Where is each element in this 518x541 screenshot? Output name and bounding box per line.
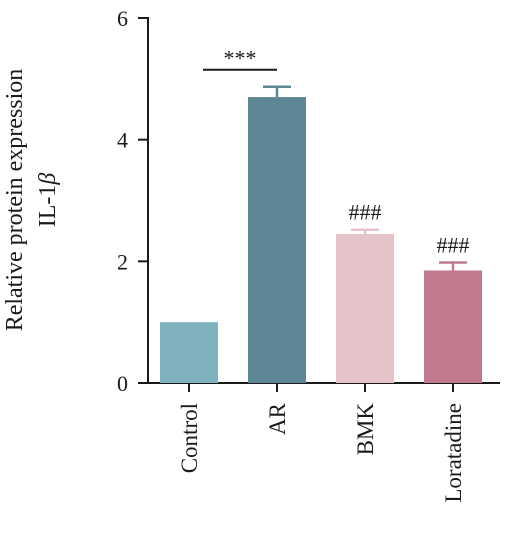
y-tick-label: 6 (117, 6, 128, 31)
y-axis-ticks: 0 2 4 6 (117, 6, 148, 396)
x-tick-label-ar: AR (265, 402, 290, 435)
significance-label-bmk: ### (349, 200, 382, 225)
y-axis-label-line2: IL-1β (35, 173, 61, 228)
bar-ar (248, 97, 306, 383)
significance-label-ar: *** (224, 46, 257, 71)
x-tick-label-loratadine: Loratadine (441, 403, 466, 503)
bars: Control AR BMK Loratadine (160, 85, 482, 503)
x-tick-label-control: Control (177, 403, 202, 473)
bar-control (160, 322, 218, 383)
y-tick-label: 2 (117, 249, 128, 274)
y-tick-label: 4 (117, 128, 128, 153)
bar-bmk (336, 233, 394, 383)
annotations: *** ### ### (203, 46, 470, 258)
y-axis-label-line1: Relative protein expression (2, 69, 28, 332)
bar-loratadine (424, 270, 482, 383)
x-tick-label-bmk: BMK (353, 403, 378, 456)
significance-label-loratadine: ### (437, 233, 470, 258)
y-axis-title: Relative protein expression IL-1β (2, 69, 61, 332)
y-tick-label: 0 (117, 371, 128, 396)
